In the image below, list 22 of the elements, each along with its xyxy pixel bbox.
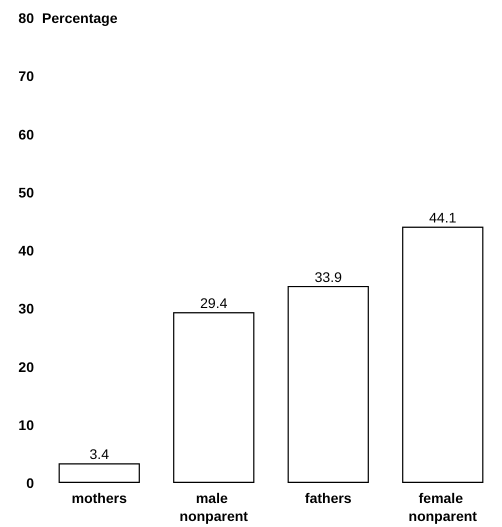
bar <box>402 226 484 483</box>
y-tick-label: 50 <box>18 184 34 200</box>
y-tick-label: 70 <box>18 68 34 84</box>
y-tick-label: 40 <box>18 242 34 258</box>
y-tick-label: 60 <box>18 126 34 142</box>
y-tick-label: 0 <box>26 475 34 491</box>
data-label: 3.4 <box>90 446 110 462</box>
y-tick-label: 20 <box>18 358 34 375</box>
y-tick-label: 30 <box>18 300 34 317</box>
x-tick-label: male nonparent <box>180 490 248 524</box>
x-tick-label: fathers <box>304 490 352 506</box>
bar <box>173 312 254 483</box>
bar <box>58 463 140 483</box>
y-tick-label: 10 <box>18 416 34 433</box>
x-tick-label: mothers <box>72 490 128 506</box>
data-label: 33.9 <box>314 268 342 285</box>
data-label: 29.4 <box>200 295 228 312</box>
y-axis-title: Percentage <box>42 10 118 26</box>
data-label: 44.1 <box>429 210 457 226</box>
y-tick-label: 80 <box>18 10 34 26</box>
bar <box>288 286 369 483</box>
x-tick-label: female nonparent <box>408 490 478 524</box>
